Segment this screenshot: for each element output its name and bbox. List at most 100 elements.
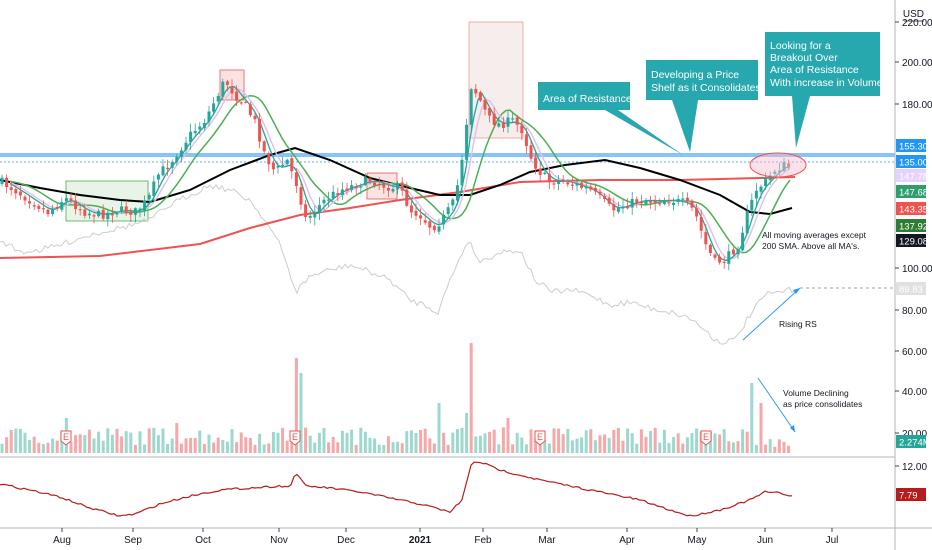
candle-body bbox=[630, 199, 634, 208]
volume-bar bbox=[382, 444, 386, 453]
volume-bar bbox=[469, 343, 473, 453]
volume-bar bbox=[184, 438, 188, 453]
candle-body bbox=[432, 225, 436, 231]
candle-body bbox=[14, 189, 18, 194]
volume-bar bbox=[566, 428, 570, 453]
price-label-text: 137.92 bbox=[899, 222, 928, 233]
volume-bar bbox=[175, 423, 179, 453]
candle-body bbox=[626, 206, 630, 209]
callout-price-shelf: Developing a Price Shelf as it Consolida… bbox=[646, 60, 761, 152]
volume-bar bbox=[235, 442, 239, 453]
candle-body bbox=[23, 196, 27, 201]
candle-body bbox=[616, 207, 620, 212]
x-tick-label: Feb bbox=[474, 535, 492, 546]
volume-bar bbox=[230, 429, 234, 453]
candle-body bbox=[667, 202, 671, 204]
candle-body bbox=[129, 211, 133, 215]
volume-bar bbox=[221, 440, 225, 453]
candle-body bbox=[0, 177, 4, 184]
candle-body bbox=[754, 190, 758, 199]
candle-body bbox=[759, 186, 763, 192]
volume-bar bbox=[69, 441, 73, 453]
volume-bars bbox=[0, 343, 791, 453]
volume-bar bbox=[731, 442, 735, 453]
candle-body bbox=[437, 226, 441, 232]
volume-bar bbox=[377, 444, 381, 453]
time-axis: Aug Sep Oct Nov Dec 2021 Feb Mar Apr May Jun Jul bbox=[53, 528, 838, 546]
price-label-text: 155.30 bbox=[899, 142, 928, 153]
volume-bar bbox=[612, 429, 616, 453]
candle-body bbox=[460, 159, 464, 186]
volume-bar bbox=[18, 428, 22, 453]
callout-text: Area of Resistance bbox=[543, 93, 632, 105]
price-label-badge bbox=[896, 488, 926, 501]
callout-breakout: Looking for a Breakout Over Area of Resi… bbox=[765, 32, 883, 148]
volume-bar bbox=[722, 429, 726, 453]
candle-body bbox=[313, 212, 317, 218]
callout-text: Breakout Over bbox=[770, 52, 838, 64]
candle-body bbox=[60, 202, 64, 210]
callout-text: Developing a Price bbox=[651, 69, 739, 81]
volume-bar bbox=[110, 434, 114, 453]
candle-body bbox=[653, 201, 657, 203]
candle-body bbox=[584, 187, 588, 189]
arrow-head-icon bbox=[790, 425, 795, 432]
volume-bar bbox=[92, 438, 96, 453]
volume-bar bbox=[741, 429, 745, 453]
volume-bar bbox=[685, 437, 689, 453]
volume-bar bbox=[672, 436, 676, 453]
candle-body bbox=[787, 163, 791, 167]
volume-bar bbox=[9, 430, 13, 453]
price-label-badge bbox=[896, 219, 926, 232]
price-label-text: 147.68 bbox=[899, 188, 928, 199]
candle-body bbox=[704, 232, 708, 245]
candle-body bbox=[405, 189, 409, 206]
price-label-badge bbox=[896, 185, 926, 198]
candle-body bbox=[304, 204, 308, 217]
volume-bar bbox=[754, 444, 758, 453]
candle-body bbox=[207, 111, 211, 122]
volume-bar bbox=[428, 438, 432, 453]
candle-body bbox=[644, 201, 648, 205]
volume-bar bbox=[359, 427, 363, 453]
volume-bar bbox=[304, 427, 308, 453]
candle-body bbox=[120, 206, 124, 212]
volume-bar bbox=[290, 438, 294, 453]
volume-bar bbox=[271, 431, 275, 453]
volume-bar bbox=[391, 442, 395, 453]
candle-body bbox=[741, 232, 745, 251]
candle-body bbox=[253, 115, 257, 120]
volume-bar bbox=[97, 431, 101, 453]
candle-body bbox=[676, 198, 680, 202]
volume-bar bbox=[649, 431, 653, 453]
candle-body bbox=[368, 178, 372, 182]
volume-bar bbox=[589, 429, 593, 453]
volume-bar bbox=[745, 431, 749, 453]
candle-body bbox=[230, 86, 234, 94]
candle-body bbox=[271, 162, 275, 170]
note-moving-averages: 200 SMA. Above all MA's. bbox=[762, 241, 860, 251]
price-label-badge bbox=[896, 139, 926, 152]
volume-bar bbox=[396, 441, 400, 453]
candle-body bbox=[695, 208, 699, 217]
y-tick-label: 200.00 bbox=[902, 58, 932, 69]
candle-body bbox=[317, 205, 321, 213]
volume-bar bbox=[41, 443, 45, 453]
volume-bar bbox=[580, 437, 584, 453]
volume-bar bbox=[621, 440, 625, 453]
candle-body bbox=[662, 201, 666, 204]
candle-body bbox=[147, 194, 151, 200]
earnings-marker-icon bbox=[60, 430, 72, 446]
volume-bar bbox=[690, 433, 694, 453]
candle-body bbox=[396, 183, 400, 190]
candle-body bbox=[543, 172, 547, 174]
rs-line bbox=[0, 184, 895, 345]
volume-bar bbox=[239, 432, 243, 453]
y-tick-label: 12.00 bbox=[902, 462, 927, 473]
volume-bar bbox=[603, 434, 607, 453]
candle-body bbox=[520, 125, 524, 134]
candle-body bbox=[515, 117, 519, 125]
arrow-volume-decline bbox=[757, 377, 796, 433]
volume-bar bbox=[658, 442, 662, 453]
